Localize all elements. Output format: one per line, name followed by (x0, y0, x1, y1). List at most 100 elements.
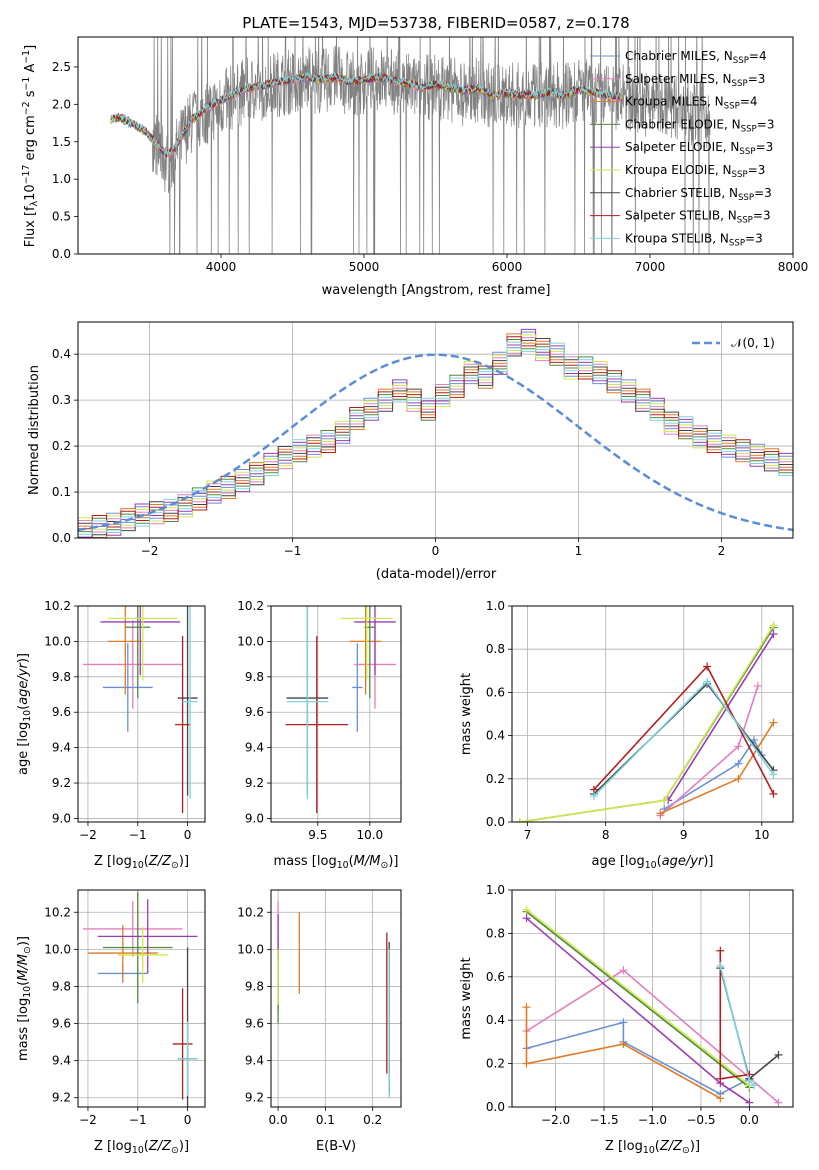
ticks: −2 −1 0 1 2 0.0 0.1 0.2 0.3 0.4 (52, 347, 725, 558)
x-tick-label: 9.5 (308, 828, 327, 842)
label-part: Z [log (94, 1139, 132, 1154)
x-axis-label: Z [log10(Z/Z⊙)] (605, 1139, 700, 1156)
legend-entry: Salpeter MILES, NSSP=3 (625, 72, 765, 89)
y-tick-label: 0.2 (52, 439, 71, 453)
data-point (750, 1081, 759, 1090)
x-tick-label: −2 (79, 1113, 97, 1127)
plot-area (110, 37, 711, 254)
x-tick-label: 7000 (635, 260, 666, 274)
x-axis-label: Z [log10(Z/Z⊙)] (94, 1139, 189, 1156)
data-point (769, 718, 778, 727)
errorbar-point (350, 606, 382, 695)
label-part: mass [log (274, 854, 337, 869)
x-tick-label: 5000 (349, 260, 380, 274)
y-tick-label: 10.0 (237, 634, 264, 648)
data-point (769, 630, 778, 639)
data-point (703, 662, 712, 671)
y-tick-label: 0.0 (52, 247, 71, 261)
legend-entry: 𝒩(0, 1) (731, 336, 775, 350)
weight-series-line (526, 911, 750, 1089)
y-tick-label: 9.2 (245, 1091, 264, 1105)
x-tick-label: −2 (79, 828, 97, 842)
label-part: λ (29, 200, 40, 206)
label-part: SSP (724, 102, 740, 112)
plot-area (78, 328, 793, 538)
ticks: −2.0 −1.5 −1.0 −0.5 0.0 0.0 0.2 0.4 0.6 0.8 1.0 (486, 883, 759, 1127)
label-part: Salpeter MILES, N (625, 72, 732, 86)
histogram-step (78, 331, 793, 538)
y-tick-label: 0.4 (52, 347, 71, 361)
label-part: SSP (732, 170, 748, 180)
label-part: s (23, 90, 38, 101)
x-tick-label: −1.0 (638, 1113, 667, 1127)
y-tick-label: 9.6 (52, 705, 71, 719)
y-tick-label: 2.0 (52, 97, 71, 111)
model-spectrum-line (110, 71, 622, 156)
y-tick-label: 0.4 (486, 1013, 505, 1027)
label-part: SSP (739, 147, 755, 157)
data-point (753, 681, 762, 690)
label-part: age/yr (16, 661, 31, 704)
data-point (522, 1059, 531, 1068)
label-part: −2 (21, 101, 32, 115)
label-part: ( (16, 981, 31, 986)
x-tick-label: 6000 (492, 260, 523, 274)
label-part: )] (703, 854, 713, 869)
label-part: Kroupa MILES, N (625, 95, 724, 109)
label-part: SSP (733, 56, 749, 66)
legend-entry: Kroupa ELODIE, NSSP=3 (625, 163, 765, 180)
ticks: −2 −1 0 9.0 9.2 9.4 9.6 9.8 10.0 10.2 (44, 599, 191, 842)
label-part: Z/Z (148, 1139, 172, 1154)
x-tick-label: 10.0 (356, 828, 383, 842)
x-tick-label: 0 (432, 544, 440, 558)
data-point (774, 1098, 783, 1107)
y-tick-label: 10.0 (44, 634, 71, 648)
errorbar-point (285, 636, 348, 814)
normal-curve (78, 353, 793, 532)
data-point (589, 792, 598, 801)
y-tick-label: 10.2 (44, 905, 71, 919)
x-tick-label: 8 (602, 828, 610, 842)
label-part: SSP (738, 193, 754, 203)
y-tick-label: 0.4 (486, 729, 505, 743)
label-part: )] (179, 1139, 189, 1154)
label-part: 10 (643, 1145, 655, 1156)
legend-entry: Chabrier ELODIE, NSSP=3 (625, 117, 774, 134)
data-point (734, 742, 743, 751)
chart-title: PLATE=1543, MJD=53738, FIBERID=0587, z=0… (242, 14, 629, 32)
y-tick-label: 0.1 (52, 485, 71, 499)
y-axis-label: mass weight (459, 957, 474, 1039)
y-tick-label: 9.8 (245, 979, 264, 993)
x-tick-label: 7 (524, 828, 532, 842)
label-part: ⊙ (171, 1145, 179, 1156)
y-tick-label: 9.2 (52, 776, 71, 790)
x-tick-label: −2.0 (541, 1113, 570, 1127)
y-tick-label: 9.4 (245, 741, 264, 755)
label-part: ⊙ (380, 860, 388, 871)
data-point (716, 946, 725, 955)
data-point (769, 770, 778, 779)
label-part: =3 (757, 117, 775, 131)
errorbar-point (182, 606, 198, 799)
label-part: age [log (16, 722, 31, 775)
x-tick-label: 4000 (206, 260, 237, 274)
label-part: Salpeter ELODIE, N (625, 140, 739, 154)
y-tick-label: 9.2 (52, 1091, 71, 1105)
ticks: 4000 5000 6000 7000 8000 0.0 0.5 1.0 1.5 2.0 2.5 (52, 60, 808, 274)
data-point (619, 966, 628, 975)
x-tick-label: 1 (575, 544, 583, 558)
label-part: M/M (354, 854, 381, 869)
label-part: Salpeter STELIB, N (625, 209, 737, 223)
axes-frame (77, 321, 794, 539)
axes-frame (77, 889, 206, 1108)
errorbar-point (100, 606, 181, 676)
weight-series-line (519, 627, 775, 822)
y-tick-label: 10.2 (237, 599, 264, 613)
axes-frame (511, 605, 794, 823)
data-spectrum-line (110, 37, 711, 254)
data-point (656, 809, 665, 818)
data-point (734, 774, 743, 783)
x-tick-label: 0.0 (740, 1113, 759, 1127)
y-tick-label: 0.8 (486, 642, 505, 656)
